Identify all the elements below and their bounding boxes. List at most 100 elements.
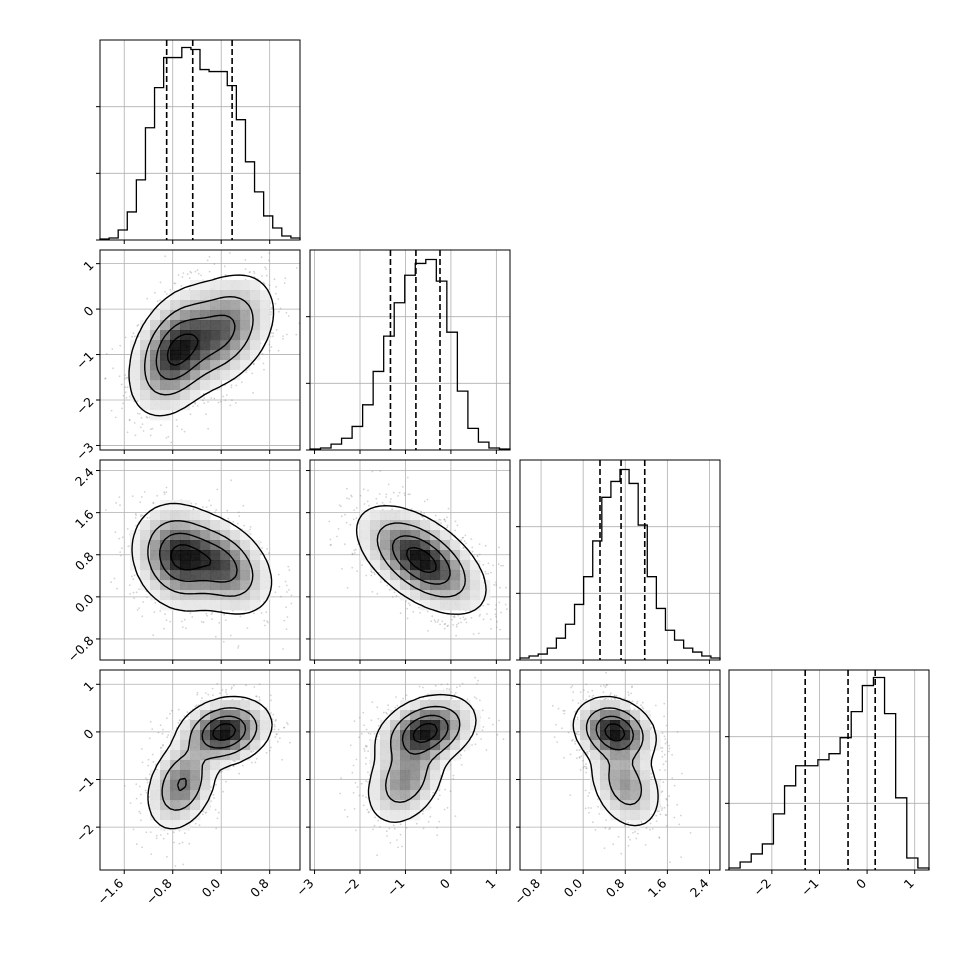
scatter-point bbox=[183, 430, 186, 433]
scatter-point bbox=[163, 493, 166, 495]
scatter-point bbox=[496, 620, 498, 623]
density-cell bbox=[170, 580, 181, 591]
scatter-point bbox=[446, 526, 449, 529]
scatter-point bbox=[216, 488, 219, 491]
density-cell bbox=[190, 580, 201, 591]
density-cell bbox=[150, 530, 161, 541]
scatter-point bbox=[274, 292, 277, 295]
axes-frame bbox=[728, 669, 930, 871]
scatter-point bbox=[145, 777, 147, 779]
density-cell bbox=[180, 550, 191, 561]
scatter-point bbox=[138, 607, 141, 609]
density-cell bbox=[150, 390, 161, 401]
scatter-point bbox=[151, 427, 154, 430]
scatter-point bbox=[409, 604, 411, 607]
scatter-point bbox=[464, 618, 467, 620]
density-cell bbox=[130, 370, 141, 381]
density-cell bbox=[430, 520, 441, 531]
scatter-point bbox=[224, 399, 227, 402]
scatter-point bbox=[194, 402, 197, 405]
scatter-point bbox=[351, 553, 354, 556]
density-cell bbox=[380, 510, 391, 521]
scatter-point bbox=[221, 770, 223, 773]
density-cell bbox=[180, 350, 191, 361]
scatter-point bbox=[492, 564, 494, 567]
density-cell bbox=[190, 390, 201, 401]
density-cell bbox=[250, 320, 261, 331]
density-cell bbox=[170, 290, 181, 301]
density-cell bbox=[130, 340, 141, 351]
density-cell bbox=[140, 400, 151, 411]
density-cell bbox=[140, 330, 151, 341]
scatter-point bbox=[134, 513, 137, 515]
scatter-point bbox=[464, 534, 467, 537]
scatter-point bbox=[443, 518, 446, 521]
scatter-point bbox=[502, 564, 504, 567]
density-cell bbox=[450, 540, 461, 551]
scatter-point bbox=[443, 518, 446, 521]
scatter-point bbox=[121, 547, 123, 549]
scatter-point bbox=[244, 259, 247, 261]
scatter-point bbox=[476, 554, 479, 557]
scatter-point bbox=[194, 503, 197, 505]
scatter-point bbox=[262, 362, 265, 365]
scatter-point bbox=[227, 517, 230, 520]
scatter-point bbox=[407, 602, 410, 605]
scatter-point bbox=[173, 282, 176, 285]
scatter-point bbox=[426, 610, 429, 613]
scatter-point bbox=[159, 610, 162, 612]
scatter-point bbox=[265, 274, 268, 277]
scatter-point bbox=[132, 578, 135, 580]
scatter-point bbox=[155, 834, 158, 837]
scatter-point bbox=[367, 489, 369, 492]
scatter-point bbox=[356, 570, 358, 572]
scatter-point bbox=[440, 522, 442, 524]
scatter-point bbox=[131, 335, 134, 338]
scatter-point bbox=[494, 608, 497, 611]
scatter-point bbox=[478, 553, 481, 556]
scatter-point bbox=[379, 470, 382, 472]
density-cell bbox=[160, 590, 171, 601]
scatter-point bbox=[497, 563, 500, 566]
scatter-point bbox=[145, 415, 148, 418]
scatter-point bbox=[268, 284, 271, 286]
density-cell bbox=[160, 360, 171, 371]
scatter-point bbox=[133, 597, 136, 600]
scatter-point bbox=[114, 416, 117, 419]
density-cell bbox=[430, 600, 441, 611]
scatter-point bbox=[243, 524, 246, 527]
scatter-point bbox=[340, 505, 342, 508]
density-cell bbox=[170, 370, 181, 381]
density-cell bbox=[370, 550, 381, 561]
scatter-point bbox=[351, 566, 354, 569]
scatter-point bbox=[378, 493, 381, 495]
scatter-point bbox=[462, 546, 465, 549]
density-cell bbox=[200, 580, 211, 591]
density-cell bbox=[440, 570, 451, 581]
scatter-point bbox=[453, 616, 456, 619]
density-cell bbox=[160, 580, 171, 591]
scatter-point bbox=[119, 551, 122, 553]
scatter-point bbox=[268, 349, 271, 352]
density-cell bbox=[170, 350, 181, 361]
density-cell bbox=[230, 300, 241, 311]
scatter-point bbox=[156, 494, 159, 497]
density-cell bbox=[220, 590, 231, 601]
density-cell bbox=[260, 300, 271, 311]
scatter-point bbox=[118, 537, 121, 540]
scatter-point bbox=[268, 259, 270, 262]
scatter-point bbox=[433, 619, 436, 621]
scatter-point bbox=[371, 571, 373, 574]
scatter-point bbox=[223, 614, 226, 616]
scatter-point bbox=[455, 623, 458, 626]
density-cell bbox=[210, 600, 221, 611]
density-cell bbox=[250, 590, 261, 601]
density-cell bbox=[170, 310, 181, 321]
density-cell bbox=[410, 540, 421, 551]
scatter-point bbox=[118, 496, 121, 498]
pair-panel-3-0: −1.6 −0.8 0.0 0.8−2−101 bbox=[73, 669, 301, 908]
scatter-point bbox=[270, 332, 273, 334]
scatter-point bbox=[341, 568, 343, 570]
density-cell bbox=[460, 580, 471, 591]
scatter-point bbox=[186, 273, 189, 275]
